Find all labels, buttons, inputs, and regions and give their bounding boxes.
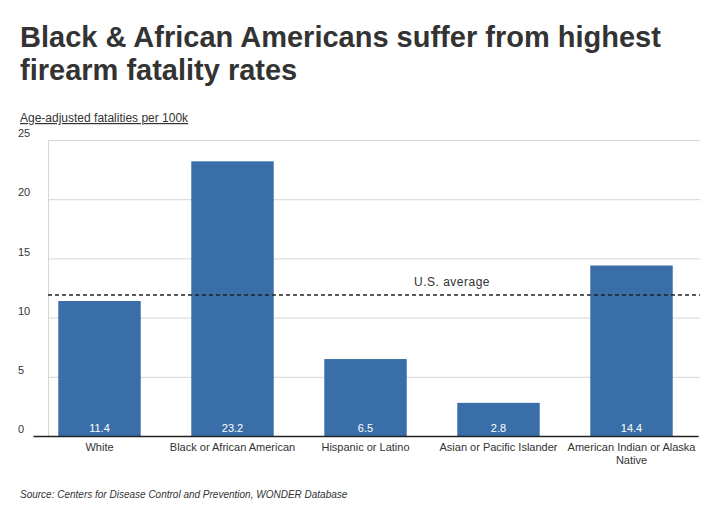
reference-label: U.S. average: [414, 275, 490, 289]
y-axis-line: [49, 141, 701, 437]
grid-line: [48, 140, 700, 141]
x-axis: White Black or African American Hispanic o…: [34, 436, 699, 466]
x-tick: American Indian or AlaskaNative: [568, 436, 697, 466]
x-tick-label: Asian or Pacific Islander: [440, 441, 558, 453]
title: Black & African Americans suffer from hi…: [20, 21, 661, 86]
data-label: 14.4: [621, 422, 642, 434]
x-tick: Hispanic or Latino: [321, 436, 409, 453]
x-tick: Black or African American: [170, 436, 295, 453]
data-label: 23.2: [222, 422, 243, 434]
x-tick-label: Hispanic or Latino: [321, 441, 409, 453]
data-label: 2.8: [491, 422, 506, 434]
bar: [590, 266, 672, 436]
x-tick-label-line: American Indian or Alaska: [568, 441, 697, 453]
y-tick-label: 10: [18, 305, 30, 317]
x-tick: White: [85, 436, 113, 453]
x-tick-label-line: Black or African American: [170, 441, 295, 453]
x-tick-label: American Indian or AlaskaNative: [568, 441, 697, 466]
y-tick-label: 25: [18, 127, 30, 139]
grid-line: [48, 258, 700, 259]
title-line: Black & African Americans suffer from hi…: [20, 21, 661, 53]
x-tick-label: White: [85, 441, 113, 453]
data-label: 6.5: [358, 422, 373, 434]
x-tick-label-line: Hispanic or Latino: [321, 441, 409, 453]
data-label: 11.4: [89, 422, 110, 434]
y-axis: 0 5 10 15 20 25: [18, 127, 700, 436]
x-tick-label-line: Asian or Pacific Islander: [440, 441, 558, 453]
plot-area: [48, 161, 700, 436]
y-tick-label: 20: [18, 186, 30, 198]
y-tick-label: 0: [18, 423, 24, 435]
grid-line: [48, 199, 700, 200]
bar: [457, 403, 539, 436]
x-tick-label: Black or African American: [170, 441, 295, 453]
source: Source: Centers for Disease Control and …: [20, 489, 348, 500]
bar: [324, 359, 406, 436]
y-axis-title: Age-adjusted fatalities per 100k: [20, 111, 189, 125]
y-tick-label: 5: [18, 364, 24, 376]
y-tick: 20: [18, 186, 700, 199]
y-tick: 25: [18, 127, 700, 140]
bar: [58, 301, 140, 436]
x-tick-label-line: White: [85, 441, 113, 453]
reference-line: [48, 294, 700, 296]
title-line: firearm fatality rates: [20, 54, 297, 86]
x-tick: Asian or Pacific Islander: [440, 436, 558, 453]
x-tick-label-line: Native: [616, 454, 647, 466]
chart: Black & African Americans suffer from hi…: [0, 0, 725, 508]
y-tick-label: 15: [18, 246, 30, 258]
y-tick: 15: [18, 246, 700, 259]
bar: [191, 161, 273, 436]
x-axis-line: [34, 436, 699, 438]
